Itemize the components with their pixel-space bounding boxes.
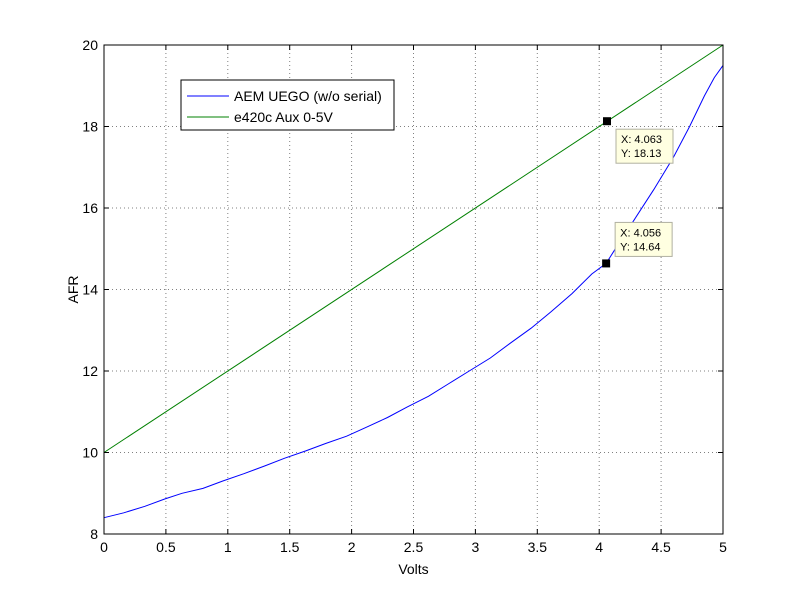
legend-label-1: AEM UEGO (w/o serial) xyxy=(234,88,382,104)
data-tip-x-label: X: 4.056 xyxy=(620,227,661,239)
data-tip-marker xyxy=(602,117,611,126)
x-tick-label: 2 xyxy=(348,539,356,555)
data-tip-marker xyxy=(602,259,611,268)
x-tick-label: 4.5 xyxy=(651,539,671,555)
y-tick-label: 16 xyxy=(82,200,98,216)
y-tick-label: 10 xyxy=(82,445,98,461)
series-line-2 xyxy=(103,44,724,453)
x-axis-label: Volts xyxy=(398,561,428,577)
x-tick-label: 0 xyxy=(100,539,108,555)
series-layer xyxy=(103,44,724,519)
series-line-1 xyxy=(103,65,724,519)
x-tick-label: 2.5 xyxy=(404,539,424,555)
data-tips: X: 4.063 Y: 18.13 X: 4.056 Y: 14.64 xyxy=(602,117,674,268)
data-tip-box xyxy=(614,221,673,257)
x-tick-label: 3 xyxy=(472,539,480,555)
y-axis-label: AFR xyxy=(65,276,81,304)
tick-labels: 0 0.5 1 1.5 2 2.5 3 3.5 4 4.5 5 8 10 12 14 16 18 20 xyxy=(82,37,727,555)
data-tip-y-label: Y: 14.64 xyxy=(620,241,660,253)
y-tick-label: 12 xyxy=(82,363,98,379)
x-tick-label: 0.5 xyxy=(156,539,176,555)
x-tick-label: 3.5 xyxy=(528,539,548,555)
legend-label-2: e420c Aux 0-5V xyxy=(234,109,334,125)
ticks xyxy=(103,44,724,535)
y-tick-label: 20 xyxy=(82,37,98,53)
x-tick-label: 1.5 xyxy=(280,539,300,555)
x-tick-label: 1 xyxy=(224,539,232,555)
x-tick-label: 4 xyxy=(595,539,603,555)
data-tip-y-label: Y: 18.13 xyxy=(621,148,661,160)
y-tick-label: 8 xyxy=(90,526,98,542)
legend-box xyxy=(180,79,395,131)
data-tip-box xyxy=(615,128,674,164)
x-tick-label: 5 xyxy=(719,539,727,555)
legend: AEM UEGO (w/o serial) e420c Aux 0-5V xyxy=(180,79,395,131)
y-tick-label: 18 xyxy=(82,119,98,135)
data-tip-x-label: X: 4.063 xyxy=(621,134,662,146)
y-tick-label: 14 xyxy=(82,282,98,298)
